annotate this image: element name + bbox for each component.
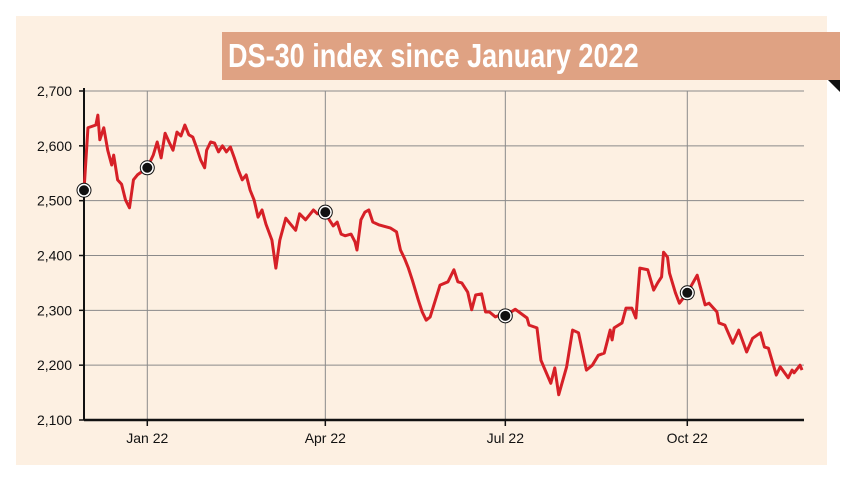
chart-title: DS-30 index since January 2022	[228, 37, 639, 74]
series	[82, 113, 804, 397]
x-tick-label: Apr 22	[305, 430, 346, 446]
y-tick-label: 2,700	[37, 83, 72, 99]
markers	[76, 160, 695, 324]
y-tick-label: 2,600	[37, 138, 72, 154]
grid	[84, 90, 804, 420]
x-tick-label: Jul 22	[487, 430, 525, 446]
y-tick-label: 2,500	[37, 193, 72, 209]
y-axis-labels: 2,100 2,200 2,300 2,400 2,500 2,600 2,700	[37, 83, 72, 428]
y-tick-label: 2,200	[37, 357, 72, 373]
marker-dot	[142, 162, 153, 173]
y-tick-label: 2,100	[37, 412, 72, 428]
ds30-line	[82, 113, 804, 397]
x-axis-labels: Jan 22 Apr 22 Jul 22 Oct 22	[126, 430, 708, 446]
title-banner	[222, 32, 840, 80]
y-tick-label: 2,300	[37, 302, 72, 318]
y-tick-label: 2,400	[37, 248, 72, 264]
x-tick-label: Jan 22	[126, 430, 168, 446]
marker-dot	[682, 287, 693, 298]
x-tick-label: Oct 22	[667, 430, 708, 446]
corner-triangle	[828, 80, 840, 92]
marker-dot	[500, 310, 511, 321]
marker-dot	[79, 185, 89, 196]
axes	[79, 88, 804, 426]
marker-dot	[320, 207, 331, 218]
